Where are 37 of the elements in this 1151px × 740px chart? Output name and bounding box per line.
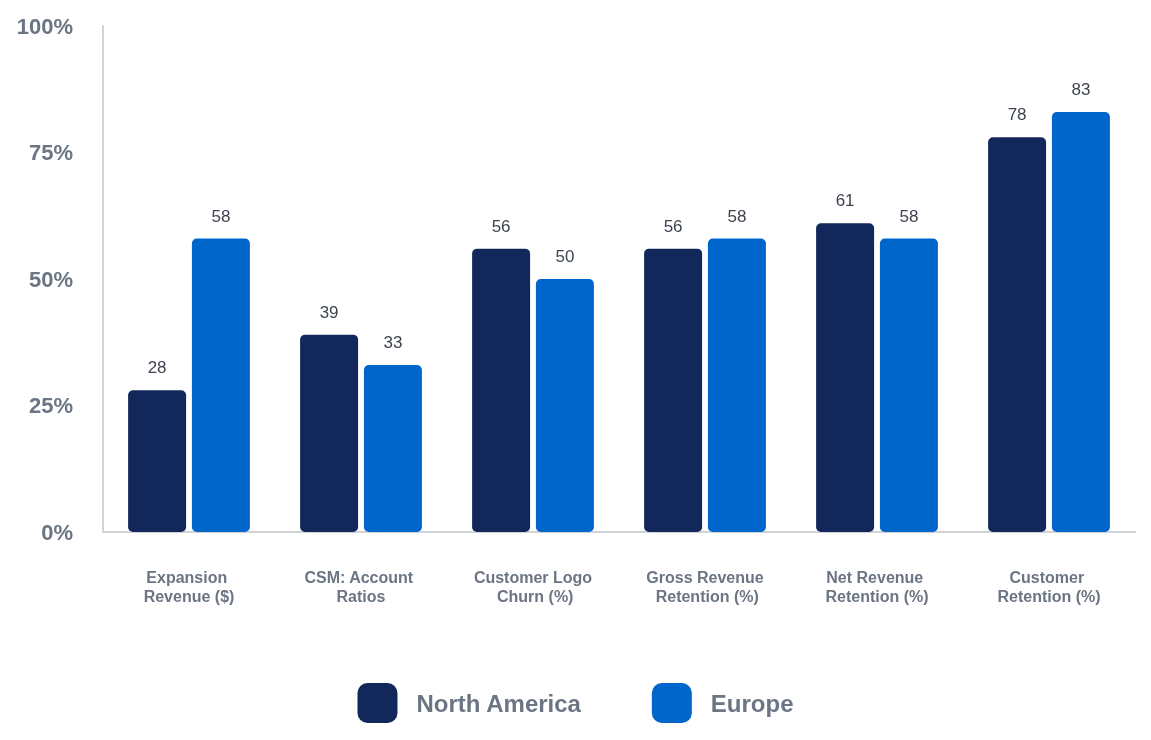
bar: [707, 238, 766, 532]
x-tick-label: Net Revenue Retention (%): [825, 569, 929, 605]
bar: [191, 238, 250, 532]
x-tick-label: Gross Revenue Retention (%): [646, 569, 764, 605]
x-tick-label: CSM: Account Ratios: [304, 569, 418, 605]
bar: [363, 365, 422, 532]
legend-label: North America: [416, 689, 582, 717]
bar: [879, 238, 938, 532]
bar: [300, 334, 359, 532]
bar: [816, 223, 875, 532]
data-label: 56: [491, 216, 511, 236]
data-label: 61: [835, 191, 855, 211]
bar: [644, 248, 703, 532]
bar: [472, 248, 531, 532]
y-tick-label: 50%: [28, 266, 73, 292]
data-label: 33: [383, 333, 403, 353]
data-label: 58: [211, 206, 231, 226]
data-label: 83: [1071, 80, 1091, 100]
data-label: 28: [147, 358, 167, 378]
data-label: 56: [663, 216, 683, 236]
data-label: 39: [319, 302, 339, 322]
y-tick-label: 75%: [28, 140, 73, 165]
legend-label: Europe: [710, 689, 794, 717]
y-tick-label: 100%: [16, 13, 73, 39]
y-tick-label: 0%: [41, 519, 73, 545]
x-tick-label: Customer Retention (%): [997, 569, 1101, 605]
bar: [128, 390, 187, 532]
x-tick-label: Expansion Revenue ($): [143, 569, 235, 605]
data-label: 78: [1007, 105, 1027, 125]
data-label: 58: [727, 206, 747, 226]
bar: [1051, 112, 1110, 532]
x-tick-label: Customer Logo Churn (%): [473, 569, 593, 605]
data-label: 50: [555, 247, 575, 266]
y-tick-label: 25%: [28, 393, 73, 418]
data-label: 58: [899, 206, 919, 226]
bar: [988, 137, 1047, 532]
bar: [535, 279, 594, 532]
